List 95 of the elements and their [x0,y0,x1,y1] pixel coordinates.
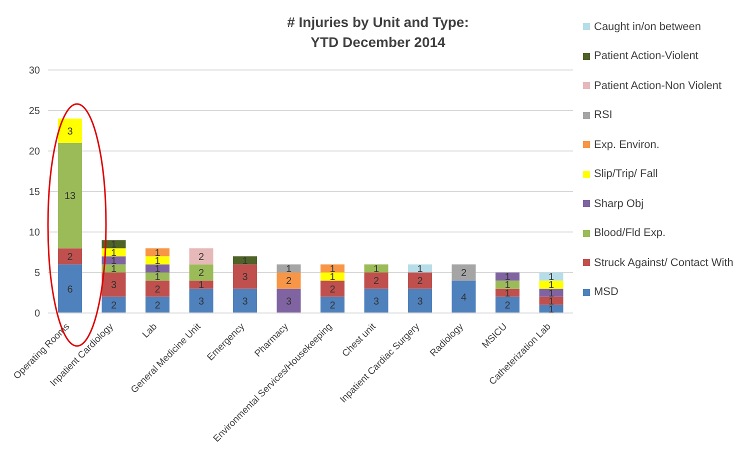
data-label: 2 [198,268,204,280]
bar [189,280,214,289]
legend-label: Sharp Obj [594,198,644,210]
bar [320,296,344,313]
y-tick-label: 10 [28,228,40,239]
legend-label: Patient Action-Non Violent [594,80,722,92]
legend-label: Patient Action-Violent [594,50,698,62]
y-tick-label: 30 [28,66,40,77]
bar [189,248,214,264]
bar [102,296,126,313]
bar [58,118,82,143]
bar [233,256,257,264]
data-label: 1 [330,272,336,284]
bar [364,264,388,272]
data-label: 1 [110,264,117,275]
data-label: 3 [110,280,117,292]
bar [496,288,520,297]
bar [408,288,432,313]
legend-label: Exp. Environ. [594,138,660,151]
data-label: 2 [417,276,424,288]
bar [233,264,257,289]
data-label: 3 [198,296,204,308]
bar [146,264,170,272]
data-label: 2 [373,276,380,288]
bar [233,288,257,313]
data-label: 1 [198,280,204,292]
data-label: 2 [154,300,161,312]
legend-label: Caught in/on between [594,20,702,33]
data-label: 1 [417,264,424,275]
chart-title: # Injuries by Unit and Type: YTD December 2014 [286,13,470,52]
bar [189,288,214,313]
data-label: 3 [373,296,380,308]
legend-label: Struck Against/ Contact With [594,256,734,269]
data-label: 1 [548,304,554,316]
data-label: 13 [64,191,76,202]
bar [146,272,170,281]
data-label: 3 [67,126,74,138]
bar [496,272,520,281]
data-label: 3 [242,272,248,284]
legend-label: Slip/Trip/ Fall [594,168,658,180]
bar [276,288,301,313]
data-label: 1 [286,264,292,275]
data-label: 2 [330,300,336,312]
bar [102,272,126,297]
y-tick-label: 15 [28,187,40,198]
bar [452,280,476,313]
y-tick-label: 0 [34,308,40,320]
legend-label: MSD [594,286,618,298]
y-tick-label: 5 [34,268,40,280]
data-label: 2 [110,300,117,312]
bar [146,280,170,297]
bar [496,296,520,313]
bar [408,264,432,272]
data-label: 3 [286,296,292,308]
data-label: 3 [242,296,248,308]
bar [408,272,432,289]
data-label: 1 [154,272,161,284]
bar [58,264,82,313]
y-tick-label: 25 [28,106,40,118]
data-label: 4 [460,292,467,304]
bar [146,256,170,264]
legend-label: RSI [594,109,612,122]
bar [320,264,344,272]
bar [539,288,564,297]
bar [189,264,214,281]
y-tick-label: 20 [28,146,40,158]
bar [146,296,170,313]
data-label: 6 [67,284,74,296]
data-label: 2 [504,300,511,312]
data-label: 2 [67,252,74,263]
bar [364,288,388,313]
bar [452,264,476,281]
bar [539,296,564,305]
x-tick-label: Lab [140,321,160,340]
data-label: 1 [504,288,511,300]
bar [276,272,301,289]
bar [539,272,564,281]
data-label: 2 [460,268,467,280]
bar [146,248,170,256]
bar [320,280,344,297]
bar [364,272,388,289]
bar [102,248,126,256]
bar [276,264,301,272]
data-label: 2 [198,252,204,263]
bar [539,280,564,289]
bar [58,142,82,248]
data-label: 2 [154,284,161,296]
data-label: 2 [330,284,336,296]
bar [58,248,82,264]
data-label: 2 [286,276,292,288]
bar [320,272,344,281]
data-label: 1 [373,264,380,275]
bar [496,280,520,289]
legend-label: Blood/Fld Exp. [594,227,666,240]
data-label: 3 [417,296,424,308]
